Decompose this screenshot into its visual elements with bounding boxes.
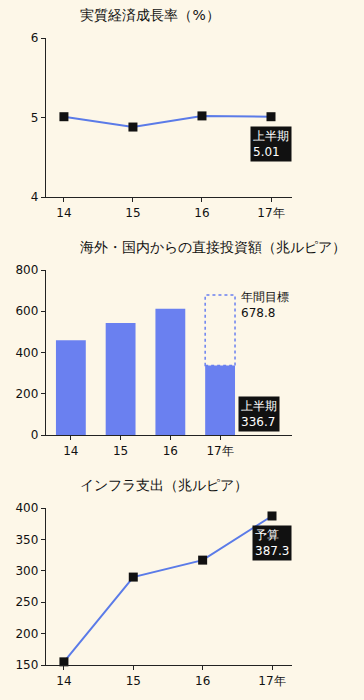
- svg-text:600: 600: [15, 304, 38, 318]
- svg-text:350: 350: [15, 533, 38, 547]
- svg-text:5: 5: [31, 111, 39, 125]
- svg-text:海外・国内からの直接投資額（兆ルピア）: 海外・国内からの直接投資額（兆ルピア）: [80, 239, 346, 255]
- svg-text:15: 15: [113, 444, 128, 458]
- svg-text:実質経済成長率（%）: 実質経済成長率（%）: [80, 7, 219, 23]
- svg-text:6: 6: [31, 31, 39, 45]
- svg-text:17年: 17年: [258, 674, 285, 688]
- svg-text:4: 4: [31, 190, 39, 204]
- svg-text:14: 14: [56, 206, 71, 220]
- svg-text:17年: 17年: [257, 206, 284, 220]
- svg-text:150: 150: [15, 658, 38, 672]
- svg-text:200: 200: [15, 387, 38, 401]
- svg-text:200: 200: [15, 627, 38, 641]
- svg-text:0: 0: [31, 428, 39, 442]
- svg-text:上半期336.7: 上半期336.7: [241, 399, 277, 429]
- svg-text:上半期5.01: 上半期5.01: [253, 129, 289, 159]
- svg-text:年間目標678.8: 年間目標678.8: [241, 290, 289, 320]
- svg-text:17年: 17年: [206, 444, 233, 458]
- svg-text:15: 15: [126, 674, 141, 688]
- svg-text:400: 400: [15, 346, 38, 360]
- svg-text:400: 400: [15, 501, 38, 515]
- svg-text:予算387.3: 予算387.3: [255, 528, 289, 558]
- svg-text:250: 250: [15, 595, 38, 609]
- svg-text:300: 300: [15, 564, 38, 578]
- svg-text:16: 16: [195, 674, 210, 688]
- svg-text:800: 800: [15, 263, 38, 277]
- svg-text:インフラ支出（兆ルピア）: インフラ支出（兆ルピア）: [80, 477, 248, 493]
- svg-text:14: 14: [63, 444, 78, 458]
- svg-text:15: 15: [125, 206, 140, 220]
- svg-text:16: 16: [163, 444, 178, 458]
- svg-text:16: 16: [194, 206, 209, 220]
- svg-text:14: 14: [56, 674, 71, 688]
